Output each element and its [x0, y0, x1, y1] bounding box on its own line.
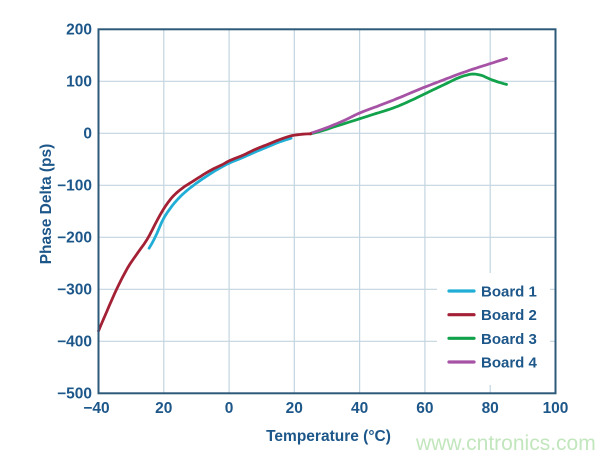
- svg-text:−100: −100: [57, 177, 92, 194]
- svg-text:Board 4: Board 4: [481, 354, 538, 371]
- svg-text:Board 2: Board 2: [481, 307, 537, 324]
- svg-text:0: 0: [225, 400, 234, 417]
- svg-text:Phase Delta (ps): Phase Delta (ps): [38, 144, 55, 265]
- svg-text:100: 100: [66, 73, 92, 90]
- svg-text:60: 60: [416, 400, 433, 417]
- svg-text:100: 100: [543, 400, 569, 417]
- svg-text:0: 0: [83, 125, 92, 142]
- svg-text:−300: −300: [57, 281, 92, 298]
- svg-text:20: 20: [286, 400, 303, 417]
- svg-text:Temperature (°C): Temperature (°C): [266, 428, 391, 445]
- svg-text:www.cntronics.com: www.cntronics.com: [415, 432, 596, 455]
- svg-text:200: 200: [66, 21, 92, 38]
- svg-text:Board 3: Board 3: [481, 331, 537, 348]
- svg-text:−400: −400: [57, 333, 92, 350]
- svg-text:−200: −200: [57, 229, 92, 246]
- svg-text:−40: −40: [83, 400, 109, 417]
- svg-text:−500: −500: [57, 385, 92, 402]
- svg-text:Board 1: Board 1: [481, 283, 537, 300]
- svg-text:40: 40: [351, 400, 368, 417]
- svg-text:20: 20: [155, 400, 172, 417]
- svg-text:80: 80: [482, 400, 499, 417]
